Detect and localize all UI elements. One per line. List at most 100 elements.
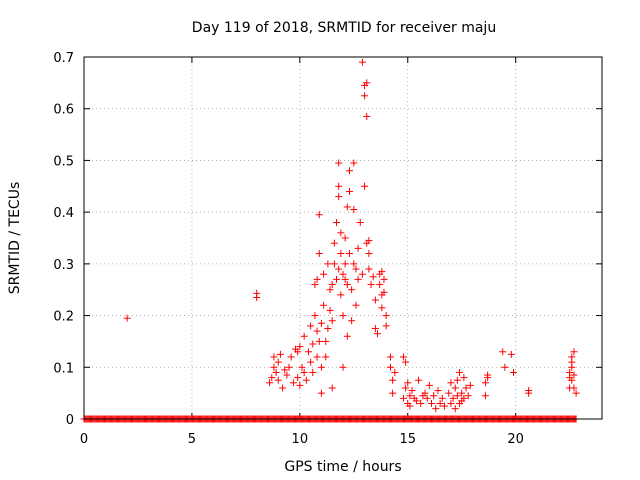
data-point	[348, 286, 356, 294]
data-point	[382, 322, 390, 330]
data-point	[345, 250, 353, 258]
x-tick-label: 20	[507, 432, 524, 447]
data-point	[253, 289, 261, 297]
data-point	[307, 358, 315, 366]
x-tick-label: 15	[399, 432, 416, 447]
data-point	[300, 368, 308, 376]
data-point	[328, 281, 336, 289]
data-point	[343, 281, 351, 289]
data-point	[402, 358, 410, 366]
data-point	[499, 348, 507, 356]
data-point	[333, 218, 341, 226]
data-point	[427, 399, 435, 407]
y-tick-label: 0.2	[53, 310, 74, 325]
y-axis-ticks: 0 0.1 0.2 0.3 0.4 0.5 0.6 0.7	[53, 51, 602, 428]
data-point	[281, 366, 289, 374]
data-point	[421, 389, 429, 397]
data-point	[354, 244, 362, 252]
data-point	[460, 374, 468, 382]
data-point	[572, 389, 580, 397]
data-point	[380, 288, 388, 296]
data-point	[296, 343, 304, 351]
data-point	[333, 275, 341, 283]
y-tick-label: 0.5	[53, 154, 74, 169]
data-point	[313, 353, 321, 361]
data-point	[371, 325, 379, 332]
data-point	[354, 275, 362, 283]
data-point	[376, 281, 384, 289]
data-point	[313, 327, 321, 335]
data-point	[289, 379, 297, 387]
data-point	[378, 304, 386, 312]
y-tick-label: 0.6	[53, 103, 74, 118]
data-point	[350, 159, 358, 167]
data-point	[343, 203, 351, 211]
data-point	[274, 376, 282, 384]
data-point	[330, 260, 338, 268]
data-point	[272, 368, 280, 376]
data-point	[367, 281, 375, 289]
data-point	[307, 322, 315, 330]
data-point	[399, 394, 407, 402]
data-point	[432, 405, 440, 413]
data-point	[525, 389, 533, 397]
data-point	[406, 392, 414, 400]
data-point	[453, 376, 461, 384]
data-point	[371, 296, 379, 304]
data-point	[300, 332, 308, 340]
data-point	[322, 353, 330, 361]
data-point	[335, 159, 343, 167]
data-point	[352, 265, 360, 273]
data-point	[350, 260, 358, 268]
data-point	[330, 239, 338, 247]
data-point	[481, 379, 489, 387]
data-point	[317, 319, 325, 327]
data-point	[315, 211, 323, 219]
data-point	[458, 389, 466, 397]
data-point	[570, 371, 578, 379]
data-point	[328, 317, 336, 325]
data-point	[345, 167, 353, 175]
data-point	[335, 265, 343, 273]
data-point	[317, 389, 325, 397]
data-point	[386, 353, 394, 361]
data-point	[279, 384, 287, 392]
data-point	[326, 286, 334, 294]
data-point	[408, 387, 416, 395]
data-point	[315, 250, 323, 258]
y-tick-label: 0.3	[53, 258, 74, 273]
data-point	[365, 237, 373, 245]
data-point	[341, 260, 349, 268]
data-point	[315, 337, 323, 345]
data-point	[326, 306, 334, 314]
data-point	[453, 392, 461, 400]
data-point	[374, 330, 382, 338]
data-point	[460, 394, 468, 402]
data-point	[324, 260, 332, 268]
data-point	[324, 325, 332, 332]
data-point	[339, 363, 347, 371]
y-tick-label: 0.7	[53, 51, 74, 66]
plot-frame	[83, 56, 603, 420]
x-axis-label: GPS time / hours	[284, 459, 401, 475]
data-point	[341, 275, 349, 283]
data-point	[451, 384, 459, 392]
x-tick-label: 5	[188, 432, 196, 447]
data-point	[335, 182, 343, 190]
chart-title: Day 119 of 2018, SRMTID for receiver maj…	[192, 20, 496, 36]
data-point	[570, 384, 578, 392]
data-point	[270, 363, 278, 371]
data-point	[270, 353, 278, 361]
data-point	[365, 250, 373, 258]
y-tick-label: 0.4	[53, 206, 74, 221]
data-point	[451, 405, 459, 413]
data-point	[296, 381, 304, 389]
data-point	[268, 374, 276, 382]
data-point	[343, 332, 351, 340]
data-point	[363, 79, 371, 87]
data-point	[380, 275, 388, 283]
data-point	[466, 381, 474, 389]
data-point	[449, 394, 457, 402]
data-point	[402, 384, 410, 392]
